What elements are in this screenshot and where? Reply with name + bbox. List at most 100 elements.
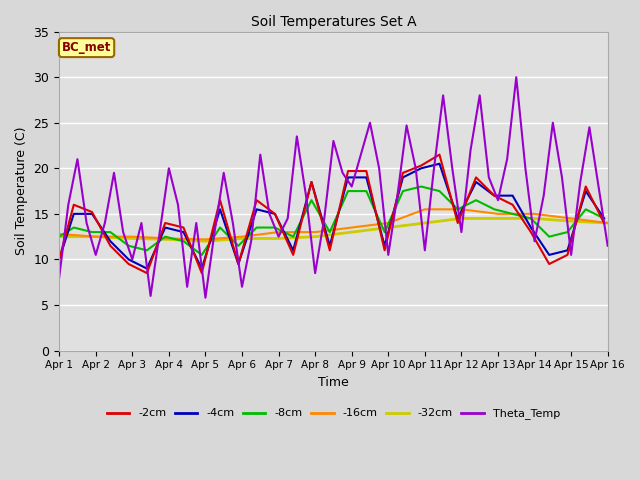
- -4cm: [564, 248, 572, 253]
- Theta_Temp: [183, 284, 191, 289]
- -32cm: [385, 225, 392, 230]
- Text: BC_met: BC_met: [62, 41, 111, 54]
- -8cm: [106, 229, 114, 235]
- -32cm: [238, 236, 246, 241]
- -32cm: [567, 218, 575, 224]
- -2cm: [490, 193, 498, 199]
- -16cm: [385, 220, 392, 226]
- -8cm: [490, 206, 498, 212]
- -8cm: [180, 239, 188, 244]
- -2cm: [125, 261, 132, 267]
- -2cm: [472, 175, 480, 180]
- -4cm: [436, 161, 444, 167]
- -8cm: [527, 216, 535, 221]
- Line: -8cm: -8cm: [59, 187, 604, 255]
- -8cm: [509, 211, 516, 217]
- -8cm: [399, 188, 407, 194]
- -2cm: [454, 220, 461, 226]
- -4cm: [271, 211, 279, 217]
- -2cm: [70, 202, 77, 208]
- Theta_Temp: [165, 166, 173, 171]
- -2cm: [216, 197, 224, 203]
- -2cm: [362, 168, 370, 174]
- -2cm: [527, 229, 535, 235]
- -32cm: [348, 229, 356, 235]
- -2cm: [234, 261, 242, 267]
- -2cm: [308, 179, 316, 185]
- -8cm: [70, 225, 77, 230]
- -8cm: [381, 229, 388, 235]
- -2cm: [582, 184, 589, 190]
- Theta_Temp: [202, 295, 209, 300]
- -8cm: [253, 225, 260, 230]
- Theta_Temp: [394, 193, 401, 199]
- -4cm: [234, 261, 242, 267]
- -32cm: [165, 237, 173, 242]
- -4cm: [88, 211, 96, 217]
- -4cm: [490, 193, 498, 199]
- -2cm: [436, 152, 444, 157]
- Theta_Temp: [513, 74, 520, 80]
- -4cm: [545, 252, 553, 258]
- -8cm: [326, 229, 333, 235]
- -2cm: [600, 220, 608, 226]
- -2cm: [143, 270, 151, 276]
- -8cm: [308, 197, 316, 203]
- -2cm: [289, 252, 297, 258]
- -2cm: [326, 248, 333, 253]
- -4cm: [106, 239, 114, 244]
- -16cm: [275, 229, 282, 235]
- -16cm: [494, 211, 502, 217]
- -4cm: [125, 257, 132, 263]
- -4cm: [527, 225, 535, 230]
- -2cm: [381, 248, 388, 253]
- -4cm: [509, 193, 516, 199]
- -2cm: [55, 257, 63, 263]
- -4cm: [344, 175, 352, 180]
- -32cm: [311, 234, 319, 240]
- -16cm: [604, 220, 612, 226]
- -4cm: [161, 225, 169, 230]
- -8cm: [564, 229, 572, 235]
- -2cm: [88, 209, 96, 215]
- -32cm: [604, 220, 612, 226]
- -8cm: [234, 243, 242, 249]
- -32cm: [421, 220, 429, 226]
- -8cm: [88, 229, 96, 235]
- -32cm: [129, 236, 136, 241]
- -8cm: [362, 188, 370, 194]
- -2cm: [417, 163, 425, 168]
- Theta_Temp: [257, 152, 264, 157]
- -32cm: [458, 216, 465, 221]
- -2cm: [344, 168, 352, 174]
- -4cm: [582, 188, 589, 194]
- Line: -16cm: -16cm: [59, 209, 608, 240]
- -4cm: [55, 257, 63, 263]
- -16cm: [129, 234, 136, 240]
- -4cm: [326, 243, 333, 249]
- -32cm: [202, 239, 209, 244]
- -32cm: [92, 234, 100, 240]
- -4cm: [253, 206, 260, 212]
- Theta_Temp: [357, 152, 365, 157]
- -2cm: [509, 202, 516, 208]
- -8cm: [472, 197, 480, 203]
- -8cm: [125, 243, 132, 249]
- -4cm: [381, 243, 388, 249]
- -4cm: [70, 211, 77, 217]
- -8cm: [600, 216, 608, 221]
- -16cm: [311, 229, 319, 235]
- -8cm: [454, 206, 461, 212]
- -8cm: [161, 234, 169, 240]
- -4cm: [600, 216, 608, 221]
- -8cm: [198, 252, 205, 258]
- -16cm: [238, 234, 246, 240]
- -8cm: [344, 188, 352, 194]
- -16cm: [567, 216, 575, 221]
- -8cm: [289, 234, 297, 240]
- -16cm: [55, 231, 63, 237]
- -32cm: [494, 216, 502, 221]
- -16cm: [531, 211, 538, 217]
- -4cm: [289, 248, 297, 253]
- -4cm: [198, 266, 205, 272]
